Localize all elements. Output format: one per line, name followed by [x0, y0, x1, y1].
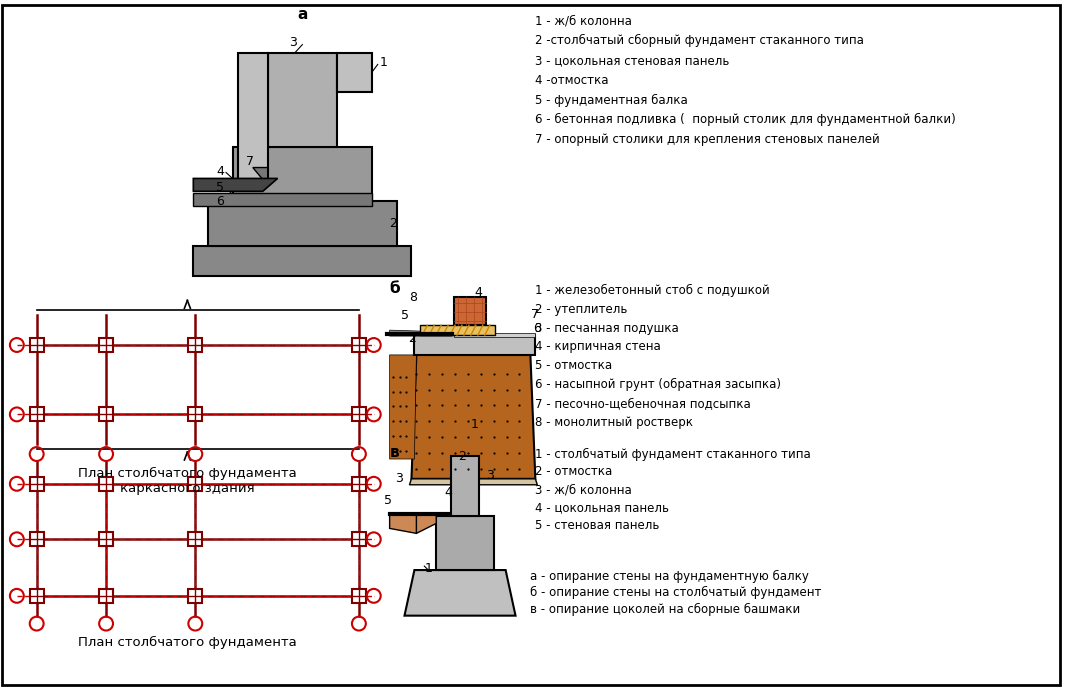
Bar [352, 589, 366, 603]
Bar [238, 52, 268, 181]
Text: 2: 2 [458, 450, 466, 462]
Text: 6: 6 [533, 322, 541, 335]
Polygon shape [253, 168, 268, 179]
Text: 2 - отмостка: 2 - отмостка [536, 465, 613, 478]
Bar [30, 408, 44, 422]
Text: 6: 6 [216, 195, 224, 208]
Bar [194, 246, 411, 275]
Text: 3 - ж/б колонна: 3 - ж/б колонна [536, 483, 632, 496]
Text: б - опирание стены на столбчатый фундамент: б - опирание стены на столбчатый фундаме… [530, 586, 821, 600]
Bar [208, 201, 396, 246]
Text: 7 - песочно-щебеночная подсыпка: 7 - песочно-щебеночная подсыпка [536, 397, 751, 410]
Text: 1 - ж/б колонна: 1 - ж/б колонна [536, 14, 632, 28]
Bar [100, 338, 114, 352]
Text: 1: 1 [424, 562, 433, 575]
Text: 2: 2 [390, 217, 397, 230]
Polygon shape [411, 355, 536, 479]
Bar [436, 515, 494, 570]
Bar [30, 477, 44, 491]
Text: 5 - фундаментная балка: 5 - фундаментная балка [536, 94, 688, 107]
Bar [352, 338, 366, 352]
Polygon shape [194, 193, 372, 206]
Text: 4: 4 [216, 165, 224, 178]
Bar [188, 338, 202, 352]
Text: 5: 5 [216, 181, 224, 194]
Text: 7: 7 [531, 308, 540, 321]
Text: 4 - цокольная панель: 4 - цокольная панель [536, 501, 669, 514]
Bar [188, 408, 202, 422]
Text: 1: 1 [380, 56, 388, 69]
Text: в: в [390, 444, 399, 460]
Bar [30, 533, 44, 546]
Text: 1 - столбчатый фундамент стаканного типа: 1 - столбчатый фундамент стаканного типа [536, 448, 811, 461]
Text: 1: 1 [471, 418, 479, 431]
Text: 2 - утеплитель: 2 - утеплитель [536, 303, 628, 316]
Text: 3: 3 [395, 473, 404, 485]
Bar [100, 533, 114, 546]
Text: 2: 2 [408, 332, 417, 344]
Text: 7: 7 [246, 155, 254, 168]
Polygon shape [409, 479, 538, 485]
Text: 2 -столбчатый сборный фундамент стаканного типа: 2 -столбчатый сборный фундамент стаканно… [536, 34, 864, 47]
Polygon shape [390, 355, 417, 459]
Bar [30, 589, 44, 603]
Text: а - опирание стены на фундаментную балку: а - опирание стены на фундаментную балку [530, 569, 810, 582]
Text: 4: 4 [473, 286, 482, 299]
Bar [100, 408, 114, 422]
Text: б: б [390, 281, 401, 296]
Text: 3: 3 [289, 36, 298, 49]
Text: 8: 8 [409, 291, 418, 304]
Bar [352, 477, 366, 491]
Text: 5: 5 [401, 308, 408, 322]
Bar [414, 335, 536, 355]
Text: План столбчатого фундамента: План столбчатого фундамента [78, 635, 297, 649]
Bar [30, 338, 44, 352]
Text: 4 -отмостка: 4 -отмостка [536, 74, 608, 87]
Text: 8 - монолитный ростверк: 8 - монолитный ростверк [536, 416, 693, 428]
Polygon shape [390, 513, 417, 533]
Bar [268, 52, 337, 147]
Text: План столбчатого фундамента
каркасного здания: План столбчатого фундамента каркасного з… [78, 467, 297, 495]
Bar [100, 589, 114, 603]
Text: в - опирание цоколей на сборные башмаки: в - опирание цоколей на сборные башмаки [530, 603, 801, 616]
Polygon shape [454, 333, 536, 337]
Text: 4: 4 [444, 486, 452, 500]
Bar [188, 477, 202, 491]
Bar [233, 147, 372, 201]
Bar [188, 533, 202, 546]
Text: а: а [297, 8, 307, 22]
Bar [420, 325, 495, 335]
Text: 3 - песчанная подушка: 3 - песчанная подушка [536, 322, 679, 335]
Text: 7 - опорный столики для крепления стеновых панелей: 7 - опорный столики для крепления стенов… [536, 133, 880, 146]
Text: 3: 3 [486, 469, 494, 482]
Bar [352, 533, 366, 546]
Text: 6 - насыпной грунт (обратная засыпка): 6 - насыпной грунт (обратная засыпка) [536, 378, 782, 391]
Polygon shape [194, 179, 277, 191]
Text: 1 - железобетонный стоб с подушкой: 1 - железобетонный стоб с подушкой [536, 284, 770, 297]
Polygon shape [405, 570, 515, 615]
Text: 5: 5 [383, 494, 392, 507]
Text: 4 - кирпичная стена: 4 - кирпичная стена [536, 340, 661, 353]
Bar [100, 477, 114, 491]
Polygon shape [407, 513, 436, 533]
Bar [188, 589, 202, 603]
Text: 6 - бетонная подливка (  порный столик для фундаментной балки): 6 - бетонная подливка ( порный столик дл… [536, 113, 956, 126]
Bar [451, 456, 479, 515]
Bar [454, 297, 486, 325]
Polygon shape [390, 330, 452, 336]
Text: 5 - стеновая панель: 5 - стеновая панель [536, 519, 660, 532]
Bar [337, 52, 372, 92]
Text: 5 - отмостка: 5 - отмостка [536, 359, 613, 373]
Text: 3 - цокольная стеновая панель: 3 - цокольная стеновая панель [536, 54, 729, 67]
Bar [352, 408, 366, 422]
